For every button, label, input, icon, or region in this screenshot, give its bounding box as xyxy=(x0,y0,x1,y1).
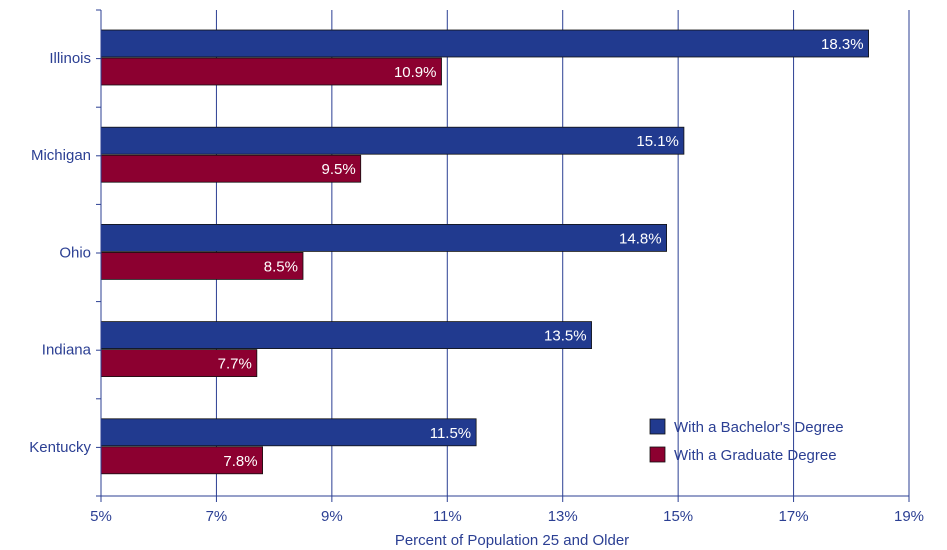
category-label: Michigan xyxy=(31,147,91,164)
data-label: 15.1% xyxy=(636,133,679,150)
bar-graduate xyxy=(100,154,362,183)
x-tick-label: 19% xyxy=(894,508,924,525)
category-label: Kentucky xyxy=(29,439,91,456)
category-label: Indiana xyxy=(42,342,92,359)
bar-bachelors xyxy=(100,29,869,58)
data-label: 7.8% xyxy=(223,453,257,470)
bar-bachelors xyxy=(100,223,667,252)
legend-label: With a Graduate Degree xyxy=(674,447,837,464)
legend-swatch xyxy=(649,418,666,435)
legend-swatch xyxy=(649,446,666,463)
category-label: Ohio xyxy=(59,244,91,261)
x-tick-label: 13% xyxy=(548,508,578,525)
x-tick-label: 5% xyxy=(90,508,112,525)
data-label: 8.5% xyxy=(264,258,298,275)
data-label: 9.5% xyxy=(322,161,356,178)
x-tick-label: 9% xyxy=(321,508,343,525)
x-axis-title: Percent of Population 25 and Older xyxy=(395,532,629,549)
bar-bachelors xyxy=(100,321,592,350)
x-tick-label: 15% xyxy=(663,508,693,525)
legend: With a Bachelor's Degree With a Graduate … xyxy=(649,418,844,464)
bar-graduate xyxy=(100,57,442,86)
axes xyxy=(96,9,910,502)
bar-bachelors xyxy=(100,126,685,155)
data-label: 7.7% xyxy=(218,356,252,373)
bar-graduate xyxy=(100,349,258,378)
category-labels: Illinois Michigan Ohio Indiana Kentucky xyxy=(29,50,91,456)
legend-label: With a Bachelor's Degree xyxy=(674,419,844,436)
category-label: Illinois xyxy=(49,50,91,67)
x-tick-labels: 5% 7% 9% 11% 13% 15% 17% 19% xyxy=(90,508,924,525)
x-tick-label: 11% xyxy=(433,508,462,525)
gridlines xyxy=(215,10,910,496)
bar-graduate xyxy=(100,251,304,280)
bar-bachelors xyxy=(100,418,477,447)
data-label: 14.8% xyxy=(619,230,662,247)
data-label: 13.5% xyxy=(544,328,587,345)
bars: 18.3% 10.9% 15.1% 9.5% 14.8% 8.5% 13.5% 7.7% 11.… xyxy=(100,29,869,475)
data-label: 10.9% xyxy=(394,64,437,81)
data-label: 11.5% xyxy=(430,425,471,442)
x-tick-label: 17% xyxy=(779,508,809,525)
data-label: 18.3% xyxy=(821,36,864,53)
x-tick-label: 7% xyxy=(206,508,228,525)
